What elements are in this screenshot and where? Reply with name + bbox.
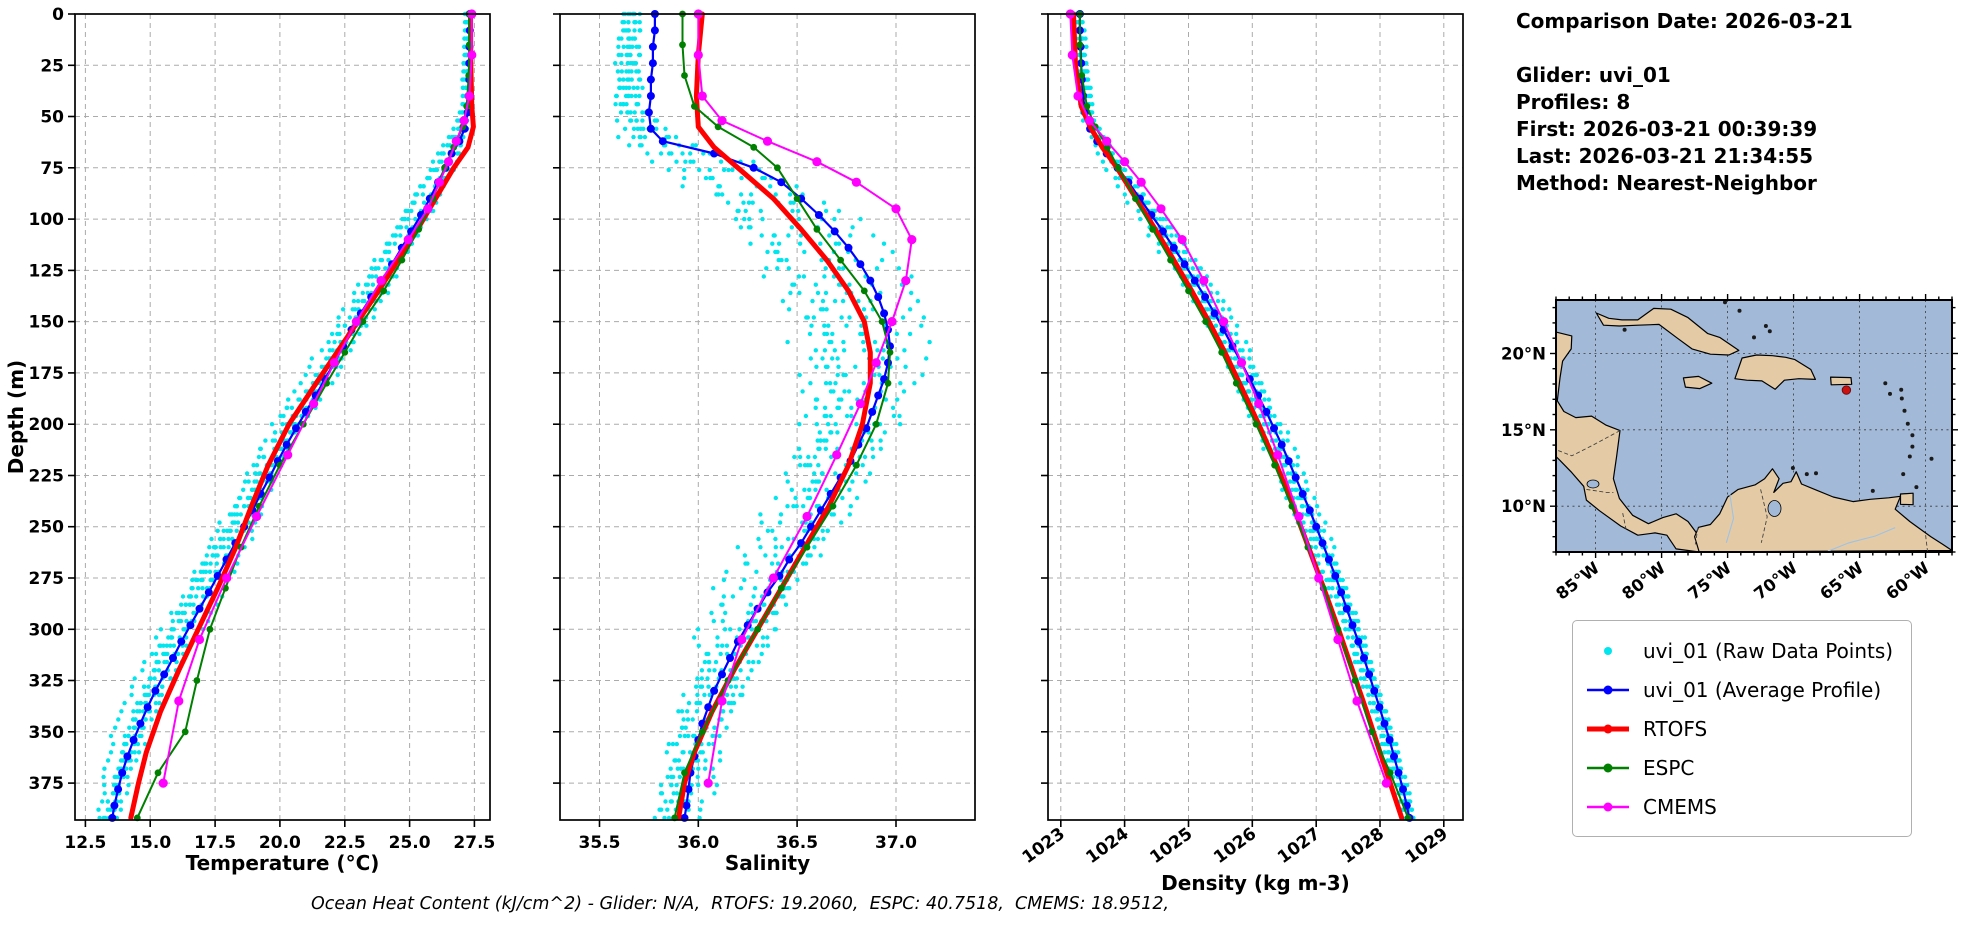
svg-text:125: 125: [29, 261, 65, 281]
svg-text:325: 325: [29, 672, 65, 692]
svg-text:20°N: 20°N: [1501, 345, 1546, 364]
svg-text:80°W: 80°W: [1618, 558, 1669, 603]
svg-text:1026: 1026: [1210, 824, 1260, 868]
legend-entry-rtofs: RTOFS: [1585, 709, 1893, 748]
temperature-series-rtofs: [128, 11, 476, 821]
temperature-x-axis-label: Temperature (°C): [186, 851, 380, 875]
glider-location-marker: [1841, 385, 1852, 395]
svg-text:300: 300: [29, 620, 65, 640]
svg-text:20.0: 20.0: [259, 833, 301, 853]
temperature-plot: 12.5 15.0 17.5 20.0 22.5 25.0 27.5 0 25 50 75 100 12…: [4, 5, 495, 875]
info-spacer: [1516, 35, 1853, 62]
salinity-y-ticks: [553, 13, 560, 784]
legend-label-raw: uvi_01 (Raw Data Points): [1643, 638, 1894, 663]
svg-text:0: 0: [52, 5, 64, 25]
salinity-plot: 35.5 36.0 36.5 37.0 Salinity: [553, 9, 976, 875]
salinity-series-cmems: [693, 9, 917, 788]
svg-text:60°W: 60°W: [1882, 558, 1933, 603]
svg-text:75°W: 75°W: [1684, 558, 1735, 603]
salinity-grid: [560, 13, 975, 820]
salinity-raw-scatter: [613, 11, 932, 821]
svg-text:10°N: 10°N: [1501, 497, 1546, 516]
svg-text:22.5: 22.5: [324, 833, 366, 853]
salinity-x-ticks: 35.5 36.0 36.5 37.0: [579, 820, 917, 853]
legend-label-rtofs: RTOFS: [1643, 716, 1708, 741]
info-profiles: Profiles: 8: [1516, 90, 1631, 114]
salinity-series-rtofs: [676, 11, 873, 821]
svg-text:17.5: 17.5: [194, 833, 236, 853]
map-borders: [1555, 430, 1929, 553]
density-y-ticks: [1041, 13, 1048, 784]
svg-text:1024: 1024: [1082, 824, 1132, 868]
legend-marker-rtofs: [1587, 724, 1629, 733]
svg-text:200: 200: [29, 415, 65, 435]
density-series-rtofs: [1071, 11, 1405, 821]
legend-box: uvi_01 (Raw Data Points) uvi_01 (Average …: [1572, 620, 1913, 837]
svg-text:70°W: 70°W: [1750, 558, 1801, 603]
comparison-date: Comparison Date: 2026-03-21: [1516, 9, 1853, 33]
svg-text:225: 225: [29, 467, 65, 487]
svg-text:1028: 1028: [1338, 824, 1388, 868]
svg-text:35.5: 35.5: [579, 833, 621, 853]
temperature-series-cmems: [158, 9, 477, 788]
ohc-caption: Ocean Heat Content (kJ/cm^2) - Glider: N…: [310, 894, 1170, 914]
svg-text:75: 75: [40, 159, 64, 179]
svg-text:175: 175: [29, 364, 65, 384]
location-map: 20°N 15°N 10°N 85°W 80°W 75°W 70°W 65°W 60°W: [1501, 294, 1958, 604]
profile-plots: 12.5 15.0 17.5 20.0 22.5 25.0 27.5 0 25 50 75 100 12…: [4, 5, 1464, 895]
density-x-axis-label: Density (kg m-3): [1161, 871, 1350, 895]
legend-label-avg: uvi_01 (Average Profile): [1643, 677, 1882, 702]
temperature-x-ticks: 12.5 15.0 17.5 20.0 22.5 25.0 27.5: [64, 820, 495, 853]
svg-text:275: 275: [29, 569, 65, 589]
legend-entry-avg: uvi_01 (Average Profile): [1585, 670, 1893, 709]
info-last: Last: 2026-03-21 21:34:55: [1516, 144, 1814, 168]
legend-entry-cmems: CMEMS: [1585, 787, 1893, 826]
density-series-cmems: [1065, 9, 1391, 788]
map-rivers-lakes: [1586, 479, 1896, 552]
temperature-y-axis-label: Depth (m): [4, 360, 28, 474]
temperature-y-ticks: 0 25 50 75 100 125 150 175 200 225 250 275 300 325 350…: [29, 5, 75, 794]
legend-entry-raw: uvi_01 (Raw Data Points): [1585, 631, 1893, 670]
svg-text:350: 350: [29, 723, 65, 743]
legend-marker-avg: [1587, 685, 1629, 694]
svg-text:36.0: 36.0: [677, 833, 719, 853]
svg-text:15°N: 15°N: [1501, 421, 1546, 440]
svg-text:50: 50: [40, 108, 64, 128]
salinity-x-axis-label: Salinity: [725, 851, 810, 875]
legend-marker-espc: [1587, 763, 1629, 772]
svg-text:1025: 1025: [1146, 824, 1196, 868]
legend-marker-cmems: [1587, 802, 1629, 811]
svg-text:37.0: 37.0: [875, 833, 917, 853]
svg-text:375: 375: [29, 774, 65, 794]
svg-text:25: 25: [40, 56, 64, 76]
salinity-series-avg: [644, 10, 894, 822]
svg-text:25.0: 25.0: [389, 833, 431, 853]
info-method: Method: Nearest-Neighbor: [1516, 171, 1817, 195]
svg-text:36.5: 36.5: [776, 833, 818, 853]
legend-marker-raw: [1604, 646, 1612, 655]
svg-text:250: 250: [29, 518, 65, 538]
legend-label-espc: ESPC: [1643, 755, 1695, 780]
svg-text:12.5: 12.5: [64, 833, 106, 853]
svg-text:27.5: 27.5: [453, 833, 495, 853]
svg-text:1023: 1023: [1019, 824, 1069, 868]
svg-text:65°W: 65°W: [1816, 558, 1867, 603]
density-plot: 1023 1024 1025 1026 1027 1028 1029 Density (kg …: [1019, 9, 1464, 895]
svg-text:100: 100: [29, 210, 65, 230]
info-panel: Comparison Date: 2026-03-21 Glider: uvi_…: [1516, 8, 1853, 197]
svg-text:150: 150: [29, 313, 65, 333]
temperature-raw-scatter: [96, 11, 474, 821]
svg-text:15.0: 15.0: [129, 833, 171, 853]
legend-entry-espc: ESPC: [1585, 748, 1893, 787]
info-glider: Glider: uvi_01: [1516, 63, 1671, 87]
svg-text:1027: 1027: [1274, 824, 1324, 868]
legend-label-cmems: CMEMS: [1643, 794, 1717, 819]
info-first: First: 2026-03-21 00:39:39: [1516, 117, 1818, 141]
density-x-ticks: 1023 1024 1025 1026 1027 1028 1029: [1019, 820, 1452, 868]
svg-text:85°W: 85°W: [1552, 558, 1603, 603]
svg-text:1029: 1029: [1402, 824, 1452, 868]
